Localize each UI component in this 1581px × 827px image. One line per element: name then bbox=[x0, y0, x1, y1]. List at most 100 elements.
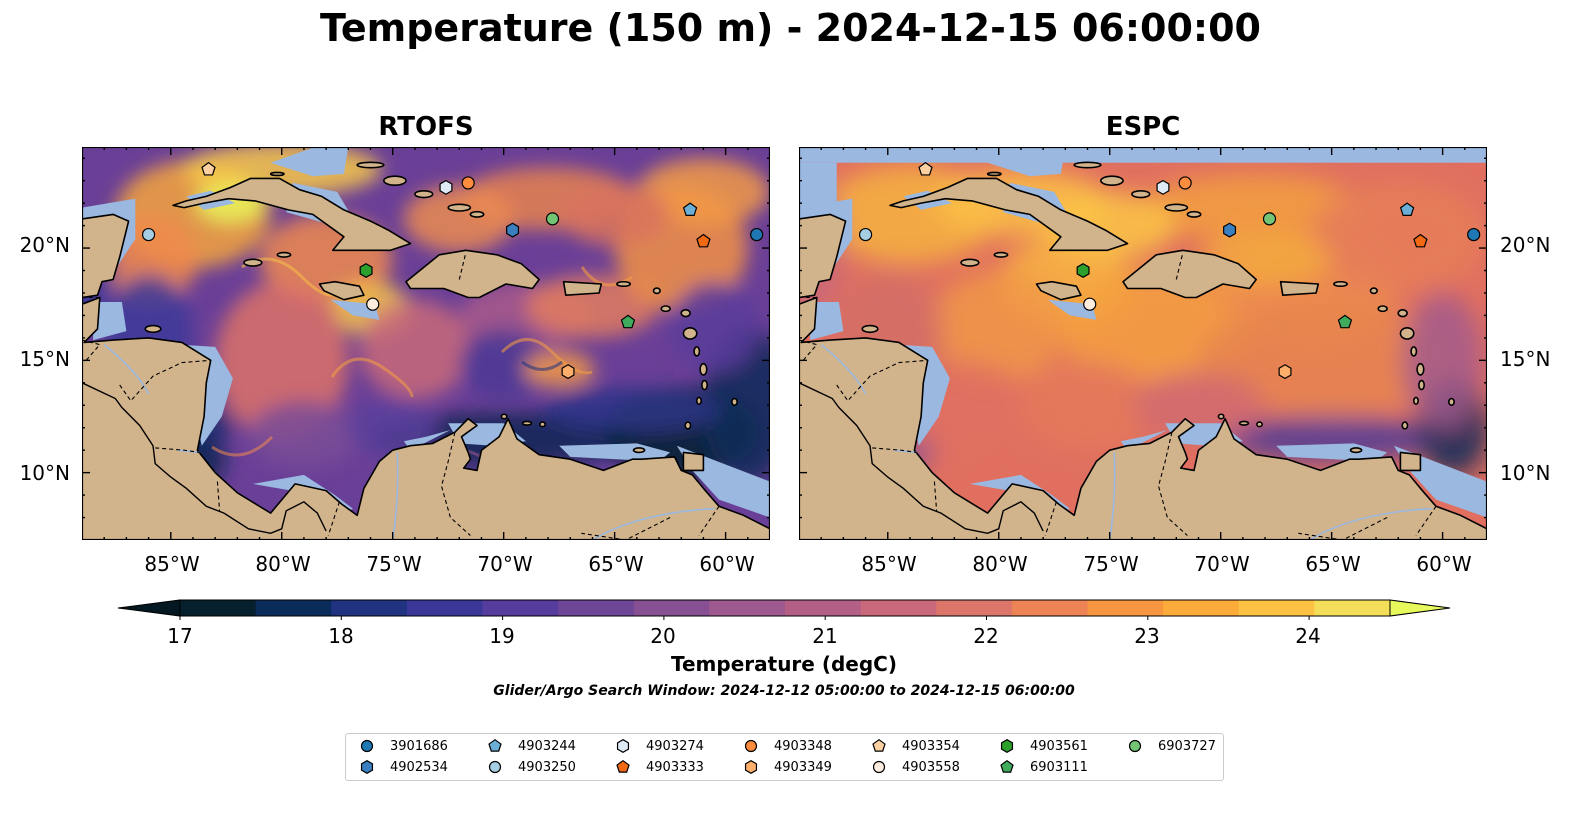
legend-marker-icon bbox=[488, 738, 502, 752]
legend-entry: 6903727 bbox=[1124, 737, 1216, 755]
legend-label: 4903244 bbox=[518, 738, 576, 754]
lon-tick-label: 80°W bbox=[972, 552, 1028, 576]
float-marker-4902534 bbox=[1223, 222, 1237, 238]
float-marker-4903333 bbox=[616, 759, 630, 773]
legend-marker-icon bbox=[616, 739, 630, 753]
lat-tick-label: 20°N bbox=[1500, 233, 1551, 257]
legend-marker-icon bbox=[872, 738, 886, 752]
float-marker-4903250 bbox=[858, 227, 873, 242]
float-marker-4903349 bbox=[1278, 364, 1292, 380]
legend-marker-icon bbox=[1128, 739, 1142, 753]
float-marker-4903333 bbox=[1413, 233, 1428, 248]
float-marker-4903558 bbox=[366, 297, 380, 311]
float-marker-6903111 bbox=[620, 314, 636, 329]
float-marker-3901686 bbox=[1467, 227, 1481, 242]
legend-entry: 3901686 bbox=[356, 737, 448, 755]
panel-title-rtofs: RTOFS bbox=[378, 112, 474, 142]
float-marker-4903558 bbox=[872, 760, 886, 774]
colorbar-tick-label: 18 bbox=[328, 624, 354, 648]
lat-tick-label: 10°N bbox=[1500, 461, 1551, 485]
float-marker-4903274 bbox=[616, 739, 630, 753]
map-rtofs bbox=[82, 147, 770, 540]
float-marker-4903274 bbox=[439, 179, 453, 195]
float-marker-6903727 bbox=[1128, 739, 1142, 753]
legend-marker-icon bbox=[616, 759, 630, 773]
legend-label: 4902534 bbox=[390, 759, 448, 775]
float-marker-4903348 bbox=[744, 739, 758, 753]
legend-entry: 4903354 bbox=[868, 737, 960, 755]
colorbar-label: Temperature (degC) bbox=[671, 652, 897, 676]
lon-tick-label: 60°W bbox=[1416, 552, 1472, 576]
float-marker-4903558 bbox=[1083, 297, 1097, 311]
legend-marker-icon bbox=[744, 739, 758, 753]
float-marker-4903244 bbox=[1399, 202, 1415, 216]
float-marker-4903354 bbox=[201, 161, 216, 176]
float-legend: 3901686 4902534 4903244 4903250 4903274 49033… bbox=[345, 733, 1224, 781]
legend-marker-icon bbox=[488, 760, 502, 774]
float-marker-4902534 bbox=[506, 222, 520, 238]
float-marker-4903354 bbox=[872, 738, 886, 752]
lon-tick-label: 75°W bbox=[366, 552, 422, 576]
lon-tick-label: 65°W bbox=[1305, 552, 1361, 576]
legend-marker-icon bbox=[360, 739, 374, 753]
lon-tick-label: 60°W bbox=[699, 552, 755, 576]
legend-label: 4903348 bbox=[774, 738, 832, 754]
float-marker-6903727 bbox=[1262, 212, 1277, 226]
legend-label: 4903349 bbox=[774, 759, 832, 775]
float-marker-3901686 bbox=[360, 739, 374, 753]
float-marker-4903348 bbox=[461, 176, 475, 190]
float-marker-4903561 bbox=[1000, 739, 1014, 753]
legend-entry: 4903348 bbox=[740, 737, 832, 755]
float-marker-3901686 bbox=[750, 227, 764, 242]
panel-title-espc: ESPC bbox=[1105, 112, 1181, 142]
legend-label: 4903558 bbox=[902, 759, 960, 775]
legend-label: 4903250 bbox=[518, 759, 576, 775]
legend-label: 4903274 bbox=[646, 738, 704, 754]
legend-marker-icon bbox=[360, 760, 374, 774]
legend-label: 4903561 bbox=[1030, 738, 1088, 754]
float-marker-4903561 bbox=[359, 263, 373, 279]
float-marker-4903333 bbox=[696, 233, 711, 248]
figure-title: Temperature (150 m) - 2024-12-15 06:00:0… bbox=[319, 6, 1261, 50]
legend-label: 3901686 bbox=[390, 738, 448, 754]
lon-tick-label: 65°W bbox=[588, 552, 644, 576]
colorbar-tick-label: 23 bbox=[1134, 624, 1160, 648]
legend-entry: 4903558 bbox=[868, 758, 960, 776]
lat-tick-label: 15°N bbox=[19, 347, 70, 371]
legend-label: 6903111 bbox=[1030, 759, 1088, 775]
lon-tick-label: 70°W bbox=[477, 552, 533, 576]
legend-entry: 4903244 bbox=[484, 737, 576, 755]
colorbar-tick-label: 17 bbox=[167, 624, 193, 648]
colorbar-tick-label: 21 bbox=[812, 624, 838, 648]
colorbar bbox=[117, 599, 1451, 620]
colorbar-tick-label: 20 bbox=[650, 624, 676, 648]
legend-entry: 4903333 bbox=[612, 758, 704, 776]
float-marker-4903250 bbox=[141, 227, 156, 242]
search-window-caption: Glider/Argo Search Window: 2024-12-12 05… bbox=[493, 683, 1075, 699]
legend-label: 4903354 bbox=[902, 738, 960, 754]
legend-entry: 4903561 bbox=[996, 737, 1088, 755]
lon-tick-label: 75°W bbox=[1083, 552, 1139, 576]
legend-entry: 6903111 bbox=[996, 758, 1088, 776]
legend-marker-icon bbox=[744, 760, 758, 774]
legend-label: 6903727 bbox=[1158, 738, 1216, 754]
legend-marker-icon bbox=[1000, 759, 1014, 773]
float-marker-4903244 bbox=[682, 202, 698, 216]
colorbar-tick-label: 24 bbox=[1295, 624, 1321, 648]
float-marker-4903561 bbox=[1076, 263, 1090, 279]
lon-tick-label: 85°W bbox=[861, 552, 917, 576]
legend-entry: 4903349 bbox=[740, 758, 832, 776]
lat-tick-label: 20°N bbox=[19, 233, 70, 257]
float-marker-6903111 bbox=[1337, 314, 1353, 329]
float-marker-6903111 bbox=[1000, 759, 1014, 773]
legend-entry: 4903250 bbox=[484, 758, 576, 776]
lon-tick-label: 85°W bbox=[144, 552, 200, 576]
lat-tick-label: 10°N bbox=[19, 461, 70, 485]
legend-label: 4903333 bbox=[646, 759, 704, 775]
float-marker-4903354 bbox=[918, 161, 933, 176]
float-marker-4902534 bbox=[360, 760, 374, 774]
colorbar-tick-label: 22 bbox=[973, 624, 999, 648]
legend-marker-icon bbox=[872, 760, 886, 774]
colorbar-tick-label: 19 bbox=[489, 624, 515, 648]
lat-tick-label: 15°N bbox=[1500, 347, 1551, 371]
